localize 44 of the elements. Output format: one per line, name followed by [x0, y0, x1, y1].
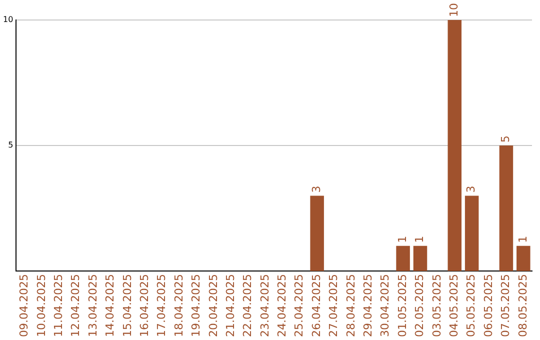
data-label: 1	[516, 236, 530, 243]
x-tick-label: 20.04.2025	[206, 274, 220, 338]
x-tick-label: 25.04.2025	[292, 274, 306, 338]
x-tick-label: 23.04.2025	[258, 274, 272, 338]
data-label: 10	[447, 3, 460, 17]
x-tick-label: 17.04.2025	[155, 274, 168, 338]
x-tick-label: 19.04.2025	[190, 274, 203, 338]
x-tick-label: 04.05.2025	[447, 274, 460, 338]
x-tick-label: 02.05.2025	[413, 274, 426, 338]
x-tick-label: 15.04.2025	[120, 274, 134, 338]
x-tick-label: 24.04.2025	[276, 274, 289, 338]
x-tick-label: 28.04.2025	[344, 274, 358, 338]
bar	[396, 246, 410, 272]
x-tick-label: 29.04.2025	[362, 274, 375, 338]
x-tick-label: 10.04.2025	[34, 274, 48, 338]
bar	[448, 20, 462, 272]
x-tick-label: 07.05.2025	[499, 274, 512, 338]
x-tick-label: 12.04.2025	[69, 274, 82, 338]
x-tick-label: 21.04.2025	[224, 274, 237, 338]
x-tick-label: 26.04.2025	[310, 274, 323, 338]
bar	[499, 146, 514, 272]
x-tick-label: 05.05.2025	[464, 274, 478, 338]
x-tick-label: 22.04.2025	[241, 274, 254, 338]
x-tick-label: 18.04.2025	[172, 274, 186, 338]
x-tick-label: 09.04.2025	[18, 274, 31, 338]
data-label: 1	[396, 236, 409, 243]
x-tick-label: 03.05.2025	[430, 274, 444, 338]
x-tick-label: 11.04.2025	[52, 274, 66, 338]
x-tick-label: 16.04.2025	[138, 274, 151, 338]
x-tick-label: 13.04.2025	[86, 274, 100, 338]
data-label: 3	[310, 186, 323, 193]
x-tick-label: 14.04.2025	[104, 274, 117, 338]
x-tick-label: 08.05.2025	[516, 274, 530, 338]
x-tick-label: 06.05.2025	[482, 274, 495, 338]
data-label: 5	[499, 136, 512, 143]
bar	[413, 246, 428, 272]
bar	[310, 196, 324, 272]
x-tick-label: 27.04.2025	[327, 274, 340, 338]
bar	[464, 196, 479, 272]
data-label: 3	[464, 186, 478, 193]
data-label: 1	[413, 236, 426, 243]
x-tick-label: 01.05.2025	[396, 274, 409, 338]
bar	[516, 246, 530, 272]
x-tick-label: 30.04.2025	[378, 274, 392, 338]
